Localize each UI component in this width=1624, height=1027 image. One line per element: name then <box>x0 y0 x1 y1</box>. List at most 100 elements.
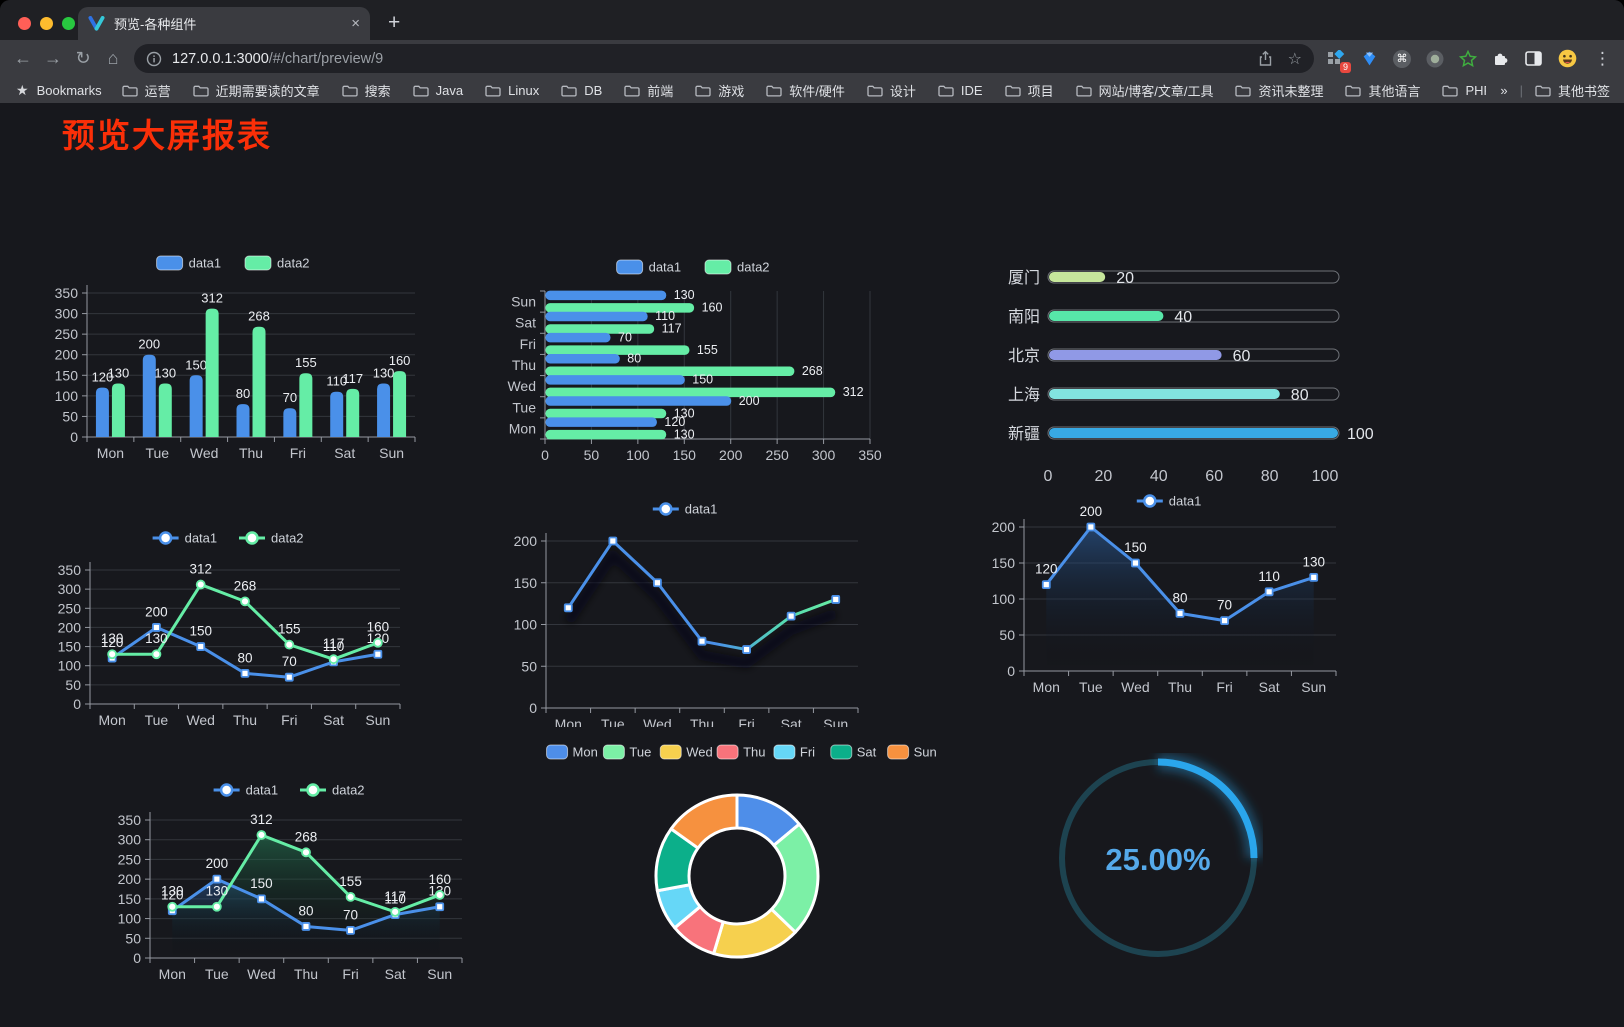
chart-donut[interactable]: Mon Tue Wed Thu Fri Sat Sun <box>545 740 937 966</box>
legend-item-Mon[interactable]: Mon <box>546 744 598 760</box>
bookmark-folder-软件/硬件[interactable]: 软件/硬件 <box>766 81 845 100</box>
bar-data2-Sun[interactable] <box>393 371 407 437</box>
ext-gem-icon[interactable] <box>1359 49 1379 69</box>
tab-close-icon[interactable]: × <box>351 15 360 32</box>
bar-data2-Mon[interactable] <box>111 383 125 437</box>
bookmarks-label[interactable]: Bookmarks <box>36 82 102 98</box>
point-data1-Sun[interactable] <box>1309 573 1319 582</box>
back-icon[interactable]: ← <box>14 48 32 68</box>
hbar-data1-Sat[interactable] <box>545 311 648 322</box>
bar-data2-Tue[interactable] <box>158 383 172 437</box>
hbar-data2-Wed[interactable] <box>545 387 836 398</box>
bookmark-folder-Java[interactable]: Java <box>412 83 463 98</box>
point-data1-Fri[interactable] <box>742 645 751 654</box>
site-info-icon[interactable] <box>146 51 162 67</box>
point-data2-Fri[interactable] <box>284 639 295 650</box>
pie-slice-Sun[interactable] <box>669 793 739 850</box>
legend-item-Sat[interactable]: Sat <box>830 744 877 760</box>
legend-item-data1[interactable]: data1 <box>156 255 222 271</box>
bar-data1-Fri[interactable] <box>283 408 297 437</box>
bookmark-folder-资讯未整理[interactable]: 资讯未整理 <box>1235 81 1323 100</box>
window-zoom-button[interactable] <box>62 17 75 30</box>
window-minimize-button[interactable] <box>40 17 53 30</box>
window-close-button[interactable] <box>18 17 31 30</box>
hbar-data1-Fri[interactable] <box>545 332 611 343</box>
bookmark-folder-其他语言[interactable]: 其他语言 <box>1345 81 1420 100</box>
ext-sidepanel-icon[interactable] <box>1524 49 1544 69</box>
bar-data2-Fri[interactable] <box>299 373 313 437</box>
reload-icon[interactable]: ↻ <box>75 48 91 68</box>
chart-grouped-bar[interactable]: data1 data2 0 50 100 150 200 250 300 350 Mon Tue Wed… <box>45 249 425 465</box>
point-data1-Wed[interactable] <box>257 894 266 904</box>
hbar-data2-Sun[interactable] <box>545 303 695 313</box>
point-data2-Sun[interactable] <box>372 637 383 648</box>
point-data1-Sat[interactable] <box>1264 587 1274 597</box>
chart-line-gradient[interactable]: data1 0 50 100 150 200 Mon Tue Wed Thu Fri Sat Sun <box>502 497 872 732</box>
url-bar[interactable]: 127.0.0.1:3000/#/chart/preview/9 ☆ <box>134 44 1314 73</box>
point-data2-Tue[interactable] <box>211 901 222 912</box>
legend-item-Fri[interactable]: Fri <box>773 744 815 760</box>
point-data2-Tue[interactable] <box>151 649 162 660</box>
ext-star-icon[interactable] <box>1458 49 1478 69</box>
legend-item-data1[interactable]: data1 <box>1136 494 1202 509</box>
bar-data2-Thu[interactable] <box>252 326 266 437</box>
point-data2-Wed[interactable] <box>195 579 206 590</box>
share-icon[interactable] <box>1257 50 1274 67</box>
point-data1-Fri[interactable] <box>1220 616 1229 626</box>
bookmark-folder-PHP[interactable]: PHP <box>1442 83 1486 98</box>
bar-data1-Tue[interactable] <box>142 354 156 437</box>
hbar-data2-Fri[interactable] <box>545 345 690 355</box>
point-data1-Fri[interactable] <box>346 925 355 935</box>
hbar-data2-Mon[interactable] <box>545 429 667 440</box>
chart-line-area-two-series[interactable]: data1 data2 0 50 100 150 200 250 300 350 Mon Tue Wed… <box>106 776 476 990</box>
point-data1-Sun[interactable] <box>435 902 445 912</box>
point-data1-Sat[interactable] <box>786 611 796 621</box>
point-data2-Sun[interactable] <box>434 890 445 900</box>
legend-item-data2[interactable]: data2 <box>244 255 310 271</box>
ext-puzzle-icon[interactable] <box>1491 49 1511 69</box>
legend-item-data2[interactable]: data2 <box>239 531 304 546</box>
legend-item-data1[interactable]: data1 <box>652 502 718 517</box>
point-data1-Thu[interactable] <box>697 636 707 646</box>
bookmark-folder-DB[interactable]: DB <box>561 83 602 98</box>
point-data1-Tue[interactable] <box>152 623 161 632</box>
hbar-data1-Thu[interactable] <box>545 354 620 364</box>
point-data2-Fri[interactable] <box>345 891 356 902</box>
point-data1-Thu[interactable] <box>1175 609 1185 618</box>
new-tab-button[interactable]: + <box>388 11 401 34</box>
point-data1-Sun[interactable] <box>831 595 841 604</box>
bar-data1-Sat[interactable] <box>330 391 344 437</box>
point-data1-Mon[interactable] <box>563 603 573 613</box>
bookmark-folder-设计[interactable]: 设计 <box>867 81 916 100</box>
hbar-data2-Thu[interactable] <box>545 366 795 377</box>
hbar-data1-Wed[interactable] <box>545 375 685 385</box>
point-data1-Tue[interactable] <box>608 536 618 546</box>
bookmark-folder-游戏[interactable]: 游戏 <box>695 81 744 100</box>
browser-menu-icon[interactable]: ⋮ <box>1594 48 1611 68</box>
point-data2-Sat[interactable] <box>328 654 339 665</box>
bookmark-folder-近期需要读的文章[interactable]: 近期需要读的文章 <box>192 81 320 100</box>
point-data1-Sun[interactable] <box>373 649 383 659</box>
legend-item-Sun[interactable]: Sun <box>887 744 937 760</box>
point-data1-Mon[interactable] <box>1041 580 1051 589</box>
bookmark-folder-前端[interactable]: 前端 <box>624 81 673 100</box>
bookmarks-overflow-chevron[interactable]: » <box>1500 82 1508 98</box>
ext-record-icon[interactable] <box>1425 49 1445 69</box>
bookmarks-star-icon[interactable]: ★ <box>16 81 29 98</box>
legend-item-data1[interactable]: data1 <box>616 259 682 275</box>
bookmark-star-icon[interactable]: ☆ <box>1287 50 1302 68</box>
bookmark-folder-搜索[interactable]: 搜索 <box>341 81 391 100</box>
bookmark-folder-IDE[interactable]: IDE <box>938 83 983 98</box>
chart-line-area[interactable]: data1 0 50 100 150 200 Mon Tue Wed Thu Fri Sat Sun 12… <box>984 489 1358 701</box>
point-data1-Thu[interactable] <box>301 922 311 931</box>
point-data2-Mon[interactable] <box>107 649 118 660</box>
bookmark-folder-运营[interactable]: 运营 <box>121 81 171 100</box>
legend-item-data1[interactable]: data1 <box>152 531 218 546</box>
bar-data1-Sun[interactable] <box>377 383 391 437</box>
browser-tab[interactable]: 预览-各种组件 × <box>78 7 370 40</box>
hbar-data2-Sat[interactable] <box>545 324 655 334</box>
point-data2-Sat[interactable] <box>390 906 401 917</box>
point-data1-Tue[interactable] <box>212 874 222 884</box>
legend-item-data2[interactable]: data2 <box>704 259 770 275</box>
ext-command-icon[interactable]: ⌘ <box>1392 49 1412 69</box>
